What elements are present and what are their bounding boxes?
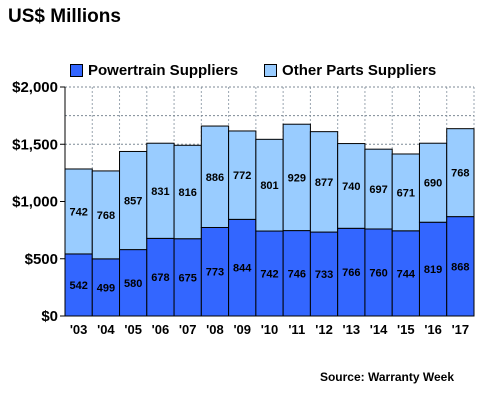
bar-powertrain-13 — [418, 221, 448, 317]
bar-other-parts-5 — [200, 125, 230, 228]
x-tick-label: '16 — [424, 322, 442, 337]
source-note: Source: Warranty Week — [319, 370, 454, 384]
bar-other-parts-8 — [282, 123, 311, 232]
legend-item-other-parts: Other Parts Suppliers — [264, 62, 436, 79]
data-label-powertrain-6: 844 — [233, 263, 252, 275]
data-label-other-parts-8: 929 — [288, 172, 306, 184]
data-label-powertrain-14: 868 — [451, 261, 469, 273]
data-label-powertrain-3: 678 — [151, 272, 169, 284]
x-tick-label: '13 — [343, 322, 361, 337]
data-label-powertrain-12: 744 — [397, 268, 416, 280]
data-label-powertrain-5: 773 — [206, 267, 224, 279]
data-label-powertrain-9: 733 — [315, 269, 333, 281]
y-tick-label: $500 — [25, 251, 58, 268]
bar-other-parts-1 — [91, 170, 121, 260]
legend-swatch-powertrain — [70, 63, 83, 77]
legend-label-other-parts: Other Parts Suppliers — [282, 61, 437, 79]
x-tick-label: '12 — [315, 322, 333, 337]
bar-powertrain-12 — [391, 230, 420, 317]
data-label-other-parts-1: 768 — [97, 210, 115, 222]
y-tick-label: $1,000 — [12, 194, 58, 211]
y-tick-label: $1,500 — [12, 136, 58, 153]
data-label-powertrain-2: 580 — [124, 278, 142, 290]
y-tick-label: $0 — [41, 308, 58, 325]
data-label-powertrain-7: 742 — [260, 269, 278, 281]
bar-powertrain-3 — [146, 237, 175, 317]
x-tick-label: '14 — [370, 322, 388, 337]
bar-powertrain-4 — [173, 238, 202, 317]
data-label-powertrain-4: 675 — [179, 272, 197, 284]
x-tick-label: '11 — [288, 322, 305, 337]
x-tick-label: '09 — [233, 322, 251, 337]
x-tick-label: '15 — [397, 322, 415, 337]
legend: Powertrain Suppliers Other Parts Supplie… — [70, 60, 462, 80]
x-tick-label: '04 — [97, 322, 115, 337]
data-label-other-parts-13: 690 — [424, 178, 442, 190]
bar-other-parts-14 — [446, 128, 475, 218]
bar-other-parts-2 — [119, 150, 148, 251]
bar-powertrain-1 — [91, 258, 121, 317]
data-label-other-parts-0: 742 — [69, 206, 87, 218]
data-label-other-parts-7: 801 — [260, 180, 278, 192]
data-label-powertrain-8: 746 — [288, 268, 306, 280]
data-label-powertrain-0: 542 — [69, 280, 87, 292]
chart-title: US$ Millions — [8, 6, 121, 27]
data-label-other-parts-3: 831 — [151, 186, 169, 198]
bar-other-parts-11 — [364, 148, 393, 230]
legend-label-powertrain: Powertrain Suppliers — [88, 61, 239, 79]
legend-item-powertrain: Powertrain Suppliers — [70, 62, 238, 79]
x-tick-label: '06 — [152, 322, 170, 337]
data-label-other-parts-4: 816 — [179, 187, 197, 199]
data-label-other-parts-11: 697 — [369, 184, 387, 196]
data-label-other-parts-9: 877 — [315, 177, 333, 189]
x-tick-label: '07 — [179, 322, 197, 337]
data-label-other-parts-5: 886 — [206, 172, 224, 184]
bar-other-parts-3 — [146, 142, 175, 239]
data-label-other-parts-10: 740 — [342, 181, 360, 193]
y-tick-label: $2,000 — [12, 79, 58, 96]
x-tick-label: '05 — [124, 322, 142, 337]
bar-other-parts-4 — [173, 144, 202, 240]
x-tick-label: '03 — [70, 322, 88, 337]
legend-swatch-other-parts — [264, 63, 278, 77]
data-label-powertrain-13: 819 — [424, 264, 442, 276]
x-tick-label: '10 — [261, 322, 279, 337]
bar-other-parts-10 — [337, 143, 366, 229]
data-label-other-parts-12: 671 — [397, 187, 415, 199]
data-label-other-parts-6: 772 — [233, 170, 251, 182]
bar-other-parts-12 — [391, 153, 420, 232]
data-label-powertrain-11: 760 — [369, 267, 387, 279]
data-label-powertrain-10: 766 — [342, 267, 360, 279]
x-tick-label: '08 — [206, 322, 224, 337]
data-label-other-parts-2: 857 — [124, 196, 142, 208]
data-label-other-parts-14: 768 — [451, 168, 469, 180]
data-label-powertrain-1: 499 — [97, 282, 115, 294]
bar-other-parts-6 — [228, 130, 257, 220]
bar-other-parts-7 — [255, 138, 284, 232]
x-tick-label: '17 — [452, 322, 470, 337]
